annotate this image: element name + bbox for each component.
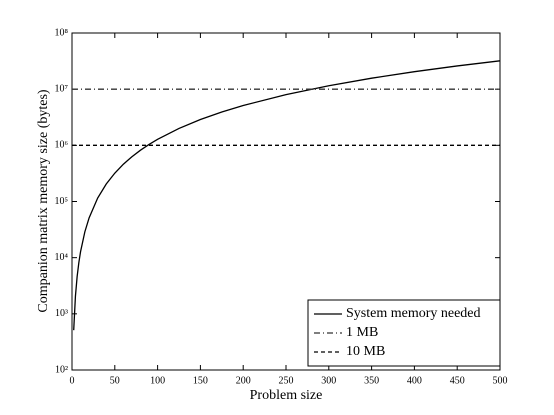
y-tick-label: 10⁸ — [55, 27, 69, 38]
x-tick-label: 350 — [364, 375, 379, 386]
y-tick-label: 10² — [55, 364, 68, 375]
x-tick-label: 400 — [407, 375, 422, 386]
x-axis-label: Problem size — [250, 388, 323, 403]
y-axis-label: Companion matrix memory size (bytes) — [36, 89, 51, 313]
x-tick-label: 300 — [321, 375, 336, 386]
x-tick-label: 150 — [193, 375, 208, 386]
y-tick-label: 10⁴ — [55, 252, 69, 263]
series-line — [73, 60, 501, 331]
x-tick-label: 0 — [70, 375, 75, 386]
legend-label: System memory needed — [346, 306, 481, 321]
x-tick-label: 500 — [493, 375, 508, 386]
y-tick-label: 10³ — [55, 308, 68, 319]
y-tick-label: 10⁷ — [55, 83, 69, 94]
x-tick-label: 50 — [110, 375, 120, 386]
x-tick-label: 250 — [279, 375, 294, 386]
x-tick-label: 200 — [236, 375, 251, 386]
x-tick-label: 450 — [450, 375, 465, 386]
y-tick-label: 10⁶ — [55, 140, 69, 151]
legend-label: 1 MB — [346, 325, 378, 340]
x-tick-label: 100 — [150, 375, 165, 386]
legend-label: 10 MB — [346, 344, 385, 359]
y-tick-label: 10⁵ — [55, 196, 69, 207]
